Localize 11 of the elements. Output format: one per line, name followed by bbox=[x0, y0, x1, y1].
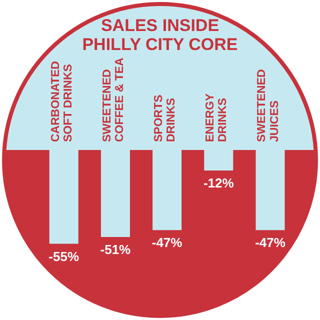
chart-title: SALES INSIDE PHILLY CITY CORE bbox=[81, 16, 239, 54]
x-tick-label: SWEETENED JUICES bbox=[256, 69, 281, 142]
x-tick-label: ENERGY DRINKS bbox=[204, 93, 230, 142]
x-tick-label: CARBONATED SOFT DRINKS bbox=[50, 61, 74, 142]
data-label: -55% bbox=[48, 248, 80, 264]
data-label: -47% bbox=[152, 235, 183, 250]
data-label: -51% bbox=[100, 242, 132, 257]
data-label: -47% bbox=[255, 235, 286, 250]
x-tick-label: SPORTS DRINKS bbox=[153, 94, 178, 142]
x-tick-label: SWEETENED COFFEE & TEA bbox=[101, 58, 126, 142]
data-label: -12% bbox=[203, 175, 234, 190]
